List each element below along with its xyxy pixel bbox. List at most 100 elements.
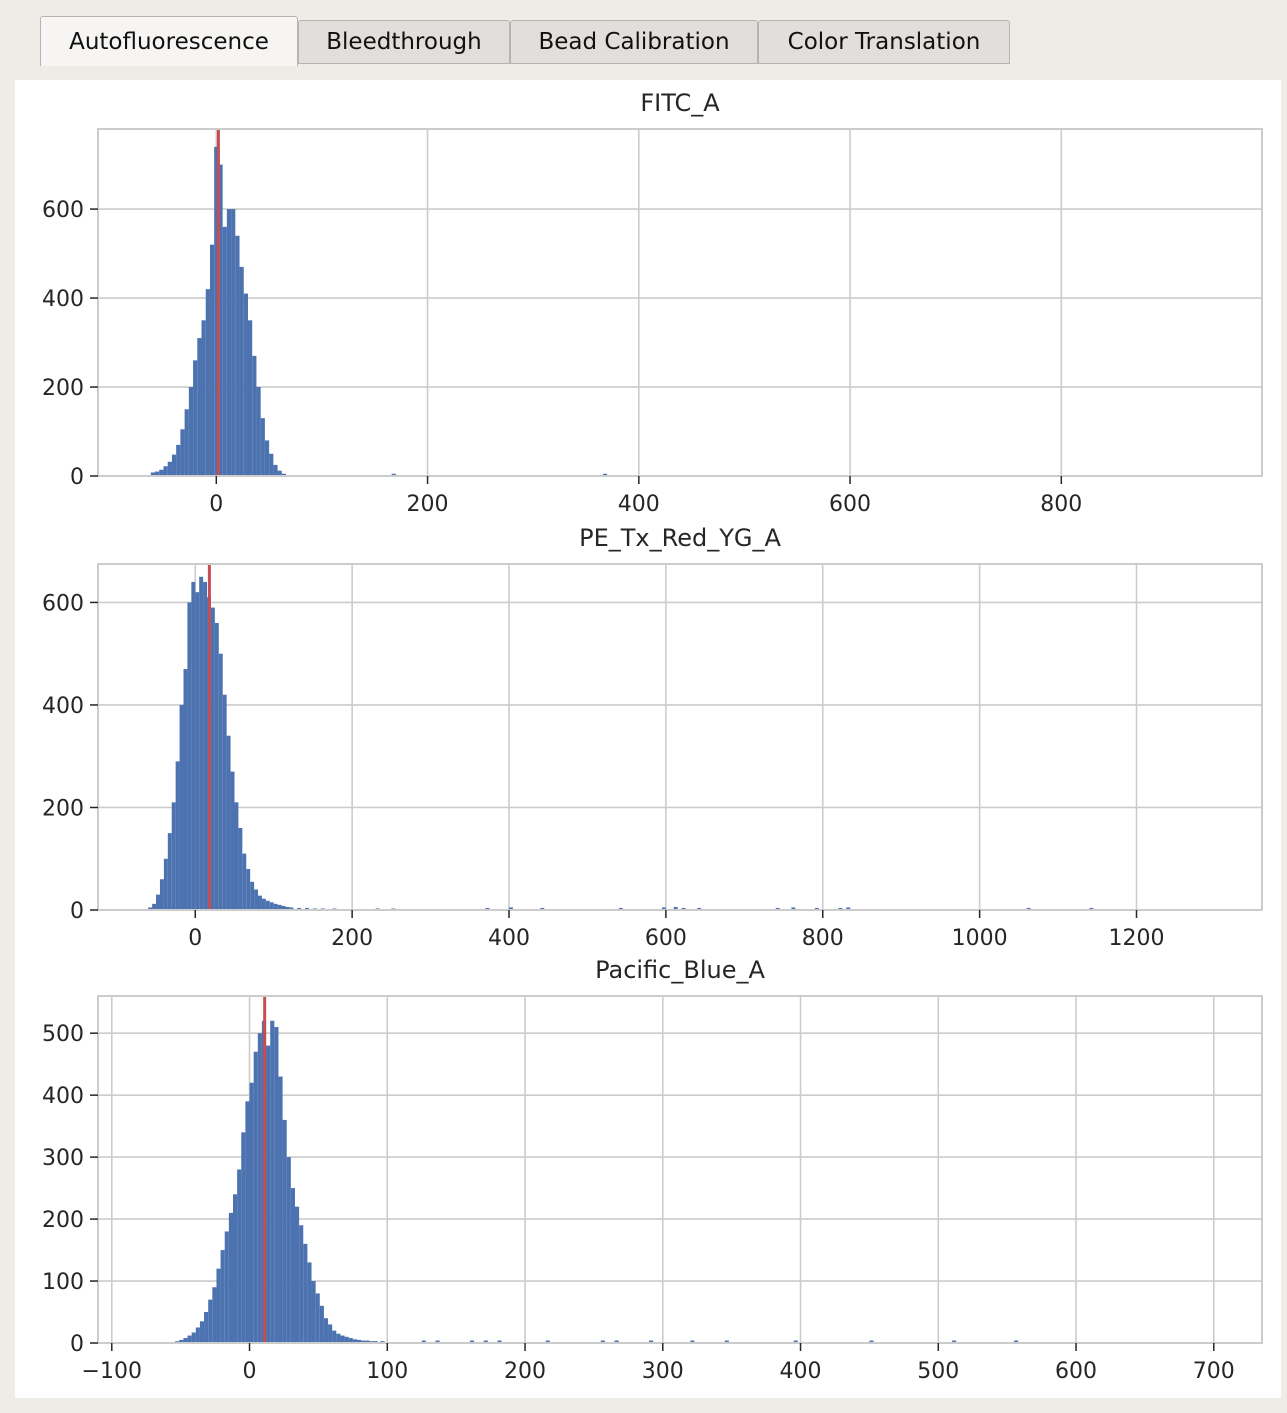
histogram-bar bbox=[869, 1340, 874, 1343]
histogram-bar bbox=[649, 1340, 654, 1343]
histogram-bar bbox=[188, 387, 194, 476]
histogram-bar bbox=[195, 1327, 200, 1343]
histogram-bar bbox=[1014, 1340, 1019, 1343]
histogram-bar bbox=[238, 827, 243, 910]
axes-frame bbox=[97, 995, 1263, 1344]
y-tick-label: 200 bbox=[42, 376, 84, 401]
histogram-bar bbox=[274, 1026, 279, 1343]
y-tick-label: 600 bbox=[42, 591, 84, 616]
histogram-bar bbox=[179, 1339, 184, 1343]
histogram-bar bbox=[179, 704, 184, 910]
y-tick-label: 400 bbox=[42, 694, 84, 719]
histogram-bar bbox=[315, 1293, 320, 1343]
histogram-bar bbox=[210, 607, 215, 910]
x-tick-label: −100 bbox=[82, 1359, 142, 1384]
histogram-bar bbox=[724, 1340, 729, 1343]
histogram-bar bbox=[294, 1206, 300, 1343]
histogram-bar bbox=[661, 907, 666, 910]
histogram-bar bbox=[235, 235, 240, 476]
x-tick-label: 200 bbox=[504, 1359, 546, 1384]
histogram-bar bbox=[289, 907, 294, 910]
subplot-1: FITC_A 0 200 400 600 800 0 200 400 600 bbox=[42, 89, 1263, 517]
histogram-bar bbox=[197, 338, 202, 476]
x-tick-label: 0 bbox=[209, 492, 223, 517]
histogram-bar bbox=[497, 1340, 502, 1343]
histogram-bar bbox=[156, 894, 160, 910]
y-tick-label: 400 bbox=[42, 1084, 84, 1109]
histogram-bar bbox=[277, 904, 282, 910]
x-tick-label: 0 bbox=[243, 1359, 257, 1384]
histogram-bar bbox=[483, 1340, 488, 1343]
y-tick-label: 0 bbox=[70, 1332, 84, 1357]
chart-title: FITC_A bbox=[640, 89, 720, 117]
histogram-bar bbox=[273, 464, 278, 476]
histogram-bar bbox=[152, 903, 157, 910]
y-tick-label: 200 bbox=[42, 796, 84, 821]
histogram-bar bbox=[203, 581, 208, 910]
histogram-bar bbox=[793, 1340, 798, 1343]
histogram-bar bbox=[264, 440, 270, 476]
histogram-bar bbox=[220, 1250, 225, 1343]
histogram-bar bbox=[277, 470, 282, 476]
histogram-bar bbox=[163, 858, 168, 910]
histogram-bar bbox=[336, 1333, 341, 1343]
x-tick-label: 800 bbox=[1040, 492, 1082, 517]
y-tick-label: 400 bbox=[42, 287, 84, 312]
histogram-bar bbox=[183, 1338, 188, 1343]
histogram-bar bbox=[352, 1339, 357, 1343]
histogram-bar bbox=[600, 1340, 605, 1343]
histogram-bar bbox=[303, 1243, 308, 1343]
histogram-bar bbox=[256, 387, 261, 476]
histogram-bar bbox=[175, 761, 180, 910]
histogram-bar bbox=[224, 1231, 229, 1343]
histogram-bar bbox=[150, 472, 156, 476]
histogram-bar bbox=[216, 1268, 221, 1343]
tab-bead-calibration[interactable]: Bead Calibration bbox=[510, 20, 758, 64]
histogram-bar bbox=[253, 1051, 258, 1343]
tab-bleedthrough[interactable]: Bleedthrough bbox=[298, 20, 510, 64]
histogram-bar bbox=[171, 454, 177, 476]
histogram-bar bbox=[305, 907, 309, 910]
histogram-bar bbox=[270, 1020, 275, 1343]
histogram-bar bbox=[222, 694, 227, 910]
histogram-bar bbox=[260, 418, 265, 476]
x-tick-label: 1200 bbox=[1109, 926, 1165, 951]
histogram-bar bbox=[673, 906, 678, 910]
histogram-bar bbox=[269, 453, 274, 476]
histogram-bar bbox=[273, 903, 278, 910]
histogram-bar bbox=[234, 802, 239, 910]
histogram-bar bbox=[242, 853, 247, 910]
histogram-bar bbox=[184, 409, 189, 476]
tab-color-translation[interactable]: Color Translation bbox=[758, 20, 1010, 64]
x-tick-label: 0 bbox=[188, 926, 202, 951]
histogram-bar bbox=[209, 244, 215, 476]
histogram-bar bbox=[195, 592, 200, 910]
x-tick-label: 200 bbox=[331, 926, 373, 951]
histogram-bar bbox=[286, 1157, 291, 1343]
histogram-bar bbox=[328, 1324, 333, 1343]
histogram-bar bbox=[232, 1194, 238, 1343]
histogram-bar bbox=[1089, 907, 1094, 910]
histogram-bar bbox=[204, 1312, 209, 1343]
subplot-2: PE_Tx_Red_YG_A 0 200 400 600 800 1000 1200 0 200 4… bbox=[42, 524, 1263, 951]
histogram-bar bbox=[952, 1340, 957, 1343]
histogram-bar bbox=[176, 444, 181, 476]
histogram-bar bbox=[340, 1335, 345, 1343]
histogram-bar bbox=[218, 164, 223, 476]
histogram-bar bbox=[239, 266, 244, 476]
histogram-bar bbox=[281, 473, 287, 476]
tab-autofluorescence[interactable]: Autofluorescence bbox=[40, 16, 298, 66]
histogram-bar bbox=[297, 907, 302, 910]
histogram-bar bbox=[1026, 907, 1031, 910]
histogram-bar bbox=[545, 1340, 550, 1343]
histogram-bar bbox=[208, 1299, 213, 1343]
histogram-bar bbox=[278, 1076, 283, 1343]
histogram-bar bbox=[246, 868, 251, 910]
histogram-bar bbox=[365, 1340, 370, 1343]
histogram-bar bbox=[540, 907, 545, 910]
histogram-bar bbox=[344, 1336, 349, 1343]
histogram-bar bbox=[332, 1330, 337, 1343]
histogram-bar bbox=[618, 907, 623, 910]
histogram-bar bbox=[697, 907, 702, 910]
x-tick-label: 600 bbox=[829, 492, 871, 517]
